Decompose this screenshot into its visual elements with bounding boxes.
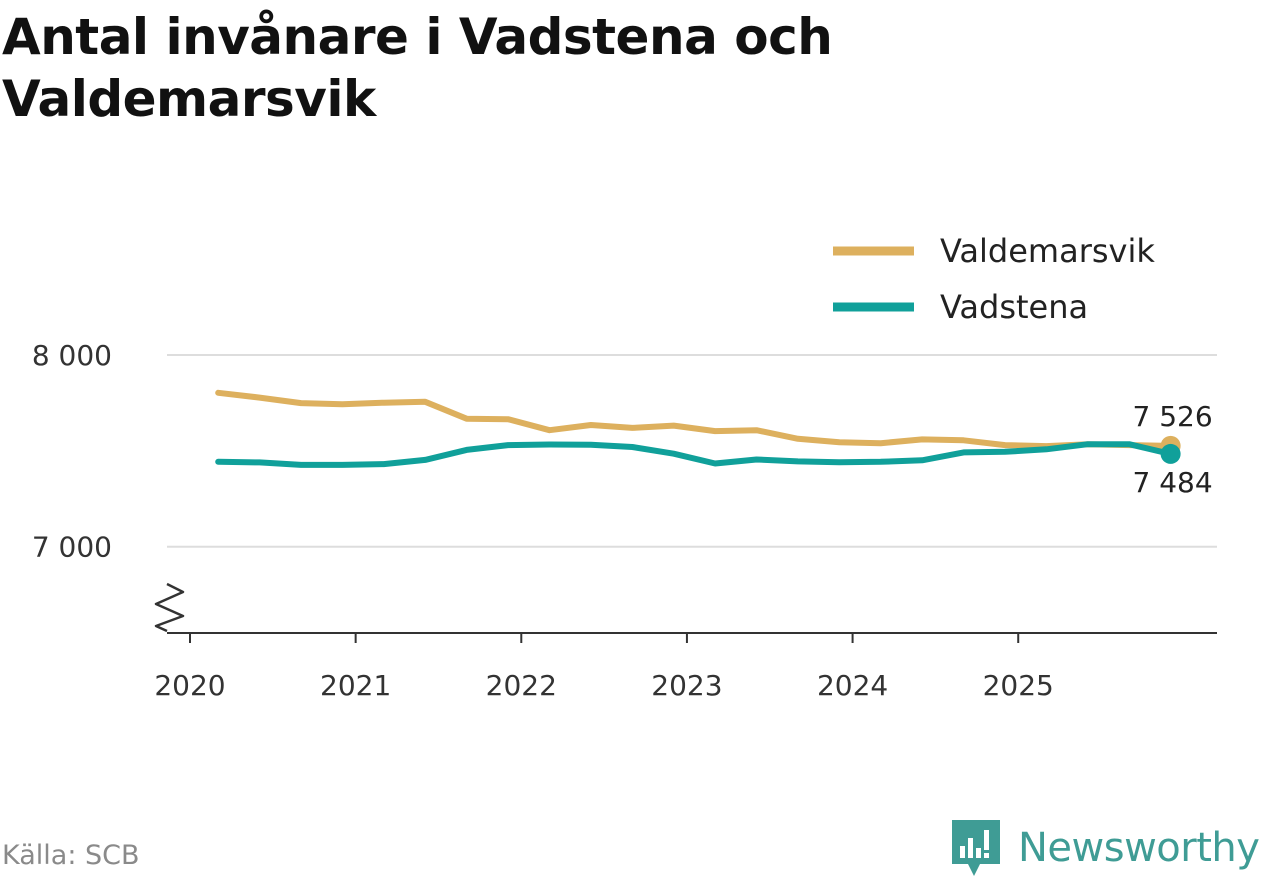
legend-label: Valdemarsvik — [940, 232, 1155, 270]
end-value-label: 7 526 — [1133, 400, 1213, 433]
x-tick-label: 2023 — [651, 669, 722, 702]
brand-logo: Newsworthy — [950, 818, 1260, 878]
x-tick-label: 2025 — [983, 669, 1054, 702]
axis-break-icon — [154, 582, 185, 633]
x-tick-label: 2022 — [486, 669, 557, 702]
y-tick-label: 8 000 — [32, 339, 112, 372]
y-tick-label: 7 000 — [32, 531, 112, 564]
series-line-valdemarsvik — [215, 389, 1174, 450]
end-point-vadstena — [1160, 443, 1181, 464]
x-tick-label: 2020 — [154, 669, 225, 702]
legend-label: Vadstena — [940, 288, 1088, 326]
series-line-vadstena — [215, 441, 1174, 468]
line-chart: 7 000 8 000 2020 2021 2022 2023 2024 2025 7 526 7… — [32, 232, 1217, 702]
brand-name: Newsworthy — [1018, 825, 1260, 871]
newsworthy-logo-icon — [952, 820, 1000, 876]
end-value-label: 7 484 — [1133, 466, 1213, 499]
x-tick-label: 2024 — [817, 669, 888, 702]
source-note: Källa: SCB — [2, 840, 140, 871]
chart-title: Antal invånare i Vadstena och Valdemarsv… — [2, 8, 833, 128]
x-tick-label: 2021 — [320, 669, 391, 702]
